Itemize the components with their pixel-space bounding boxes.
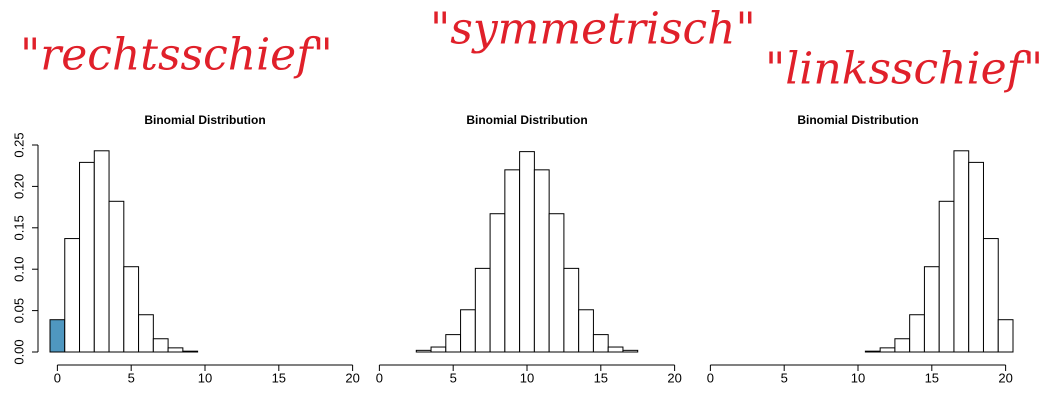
x-tick-label: 15 (272, 370, 286, 385)
bar (474, 267, 491, 353)
y-tick-label: 0.00 (11, 339, 26, 364)
bar (138, 314, 154, 353)
bar (982, 238, 999, 353)
bar (489, 213, 506, 353)
bar (533, 169, 550, 353)
x-tick-label: 20 (667, 370, 681, 385)
y-tick-label: 0.05 (11, 298, 26, 323)
bar (563, 267, 580, 353)
bar (79, 161, 95, 353)
x-tick-label: 5 (128, 370, 135, 385)
bar (430, 346, 447, 353)
x-tick-label: 0 (54, 370, 61, 385)
x-tick-label: 20 (345, 370, 359, 385)
chart-title: Binomial Distribution (466, 113, 587, 127)
bar (445, 334, 462, 353)
x-tick-label: 15 (594, 370, 608, 385)
x-tick-label: 10 (520, 370, 534, 385)
bar (167, 347, 184, 353)
bar (879, 347, 896, 353)
bar (64, 238, 81, 353)
bar (152, 338, 169, 353)
bar (968, 161, 984, 353)
x-tick-label: 0 (376, 370, 383, 385)
y-tick-label: 0.15 (11, 215, 26, 240)
x-tick-label: 10 (198, 370, 212, 385)
bar (108, 200, 125, 353)
bar (923, 266, 940, 353)
bar (504, 169, 521, 353)
x-tick-label: 10 (851, 370, 865, 385)
bar (182, 350, 199, 353)
x-tick-label: 5 (781, 370, 788, 385)
y-tick-label: 0.25 (11, 132, 26, 157)
x-tick-label: 5 (450, 370, 457, 385)
bar (622, 349, 639, 353)
bar (938, 200, 955, 353)
y-tick-label: 0.10 (11, 257, 26, 282)
annotation: "symmetrisch" (430, 4, 756, 55)
bar (93, 150, 110, 353)
bar (578, 309, 594, 353)
bar (519, 151, 535, 353)
bar (909, 314, 925, 353)
bar (49, 319, 66, 353)
bar (460, 309, 476, 353)
chart-title: Binomial Distribution (797, 113, 918, 127)
x-tick-label: 20 (998, 370, 1012, 385)
y-tick-label: 0.20 (11, 174, 26, 199)
bar (997, 319, 1014, 353)
x-tick-label: 0 (707, 370, 714, 385)
bar (123, 266, 140, 353)
bar (548, 213, 565, 353)
x-tick-label: 15 (925, 370, 939, 385)
bar (953, 150, 970, 353)
annotation: "rechtsschief" (20, 30, 333, 81)
annotation: "linksschief" (765, 44, 1043, 95)
bar (415, 349, 432, 353)
bar (864, 350, 881, 353)
bar (592, 334, 609, 353)
bar (607, 346, 624, 353)
chart-title: Binomial Distribution (144, 113, 265, 127)
bar (894, 338, 911, 353)
